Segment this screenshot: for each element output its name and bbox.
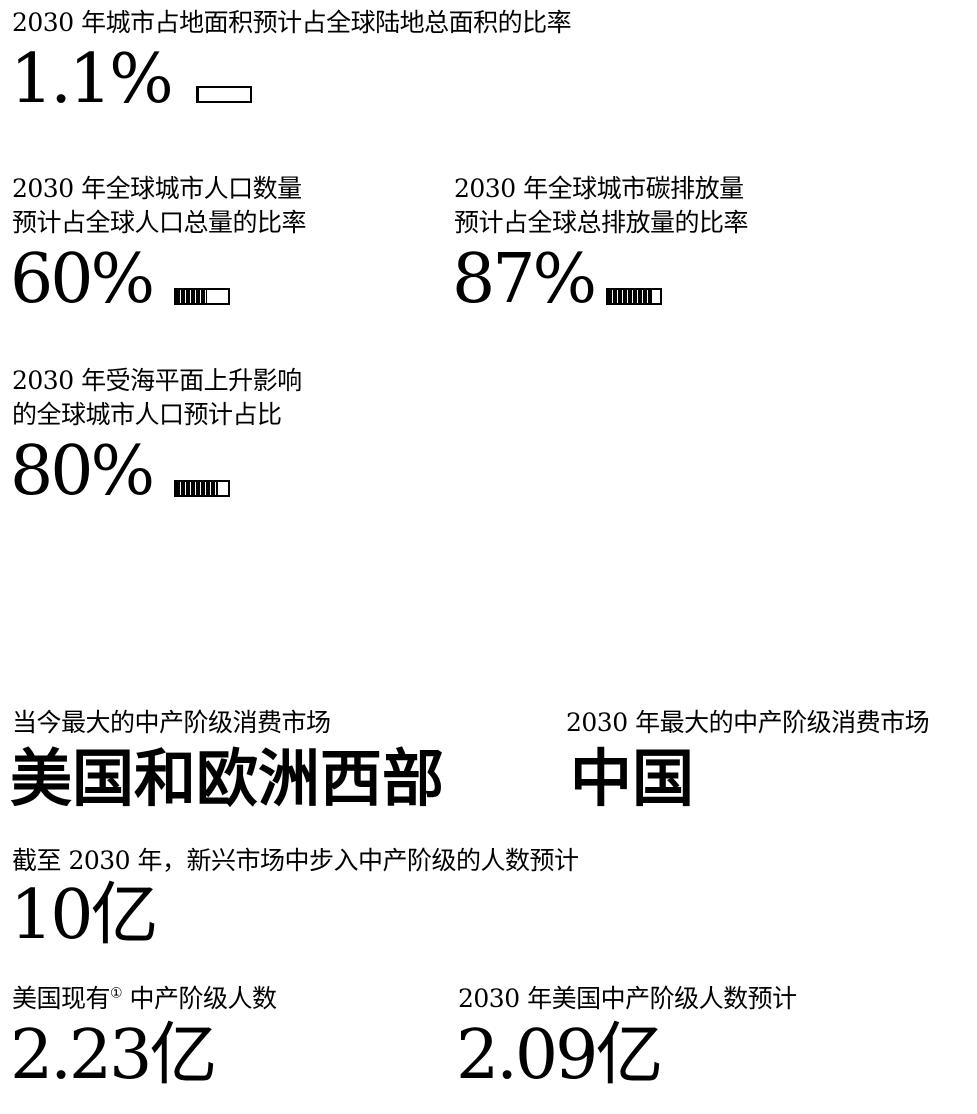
population-bar-fill: [176, 290, 208, 303]
emissions-label-line1: 2030 年全球城市碳排放量: [454, 174, 744, 203]
emissions-value: 87%: [452, 240, 597, 319]
emissions-bar-fill: [608, 290, 654, 303]
sea-level-value: 80%: [10, 432, 155, 511]
land-area-label: 2030 年城市占地面积预计占全球陆地总面积的比率: [12, 8, 572, 37]
population-label-line2: 预计占全球人口总量的比率: [12, 208, 307, 237]
largest-today-label: 当今最大的中产阶级消费市场: [12, 708, 331, 737]
us-current-label: 美国现有① 中产阶级人数: [12, 982, 277, 1015]
largest-today-value: 美国和欧洲西部: [10, 742, 445, 815]
sea-level-label-line1: 2030 年受海平面上升影响: [12, 366, 302, 395]
largest-2030-label: 2030 年最大的中产阶级消费市场: [566, 708, 930, 737]
emerging-label: 截至 2030 年，新兴市场中步入中产阶级的人数预计: [12, 846, 579, 875]
emissions-bar: [606, 288, 662, 305]
land-area-bar-fill: [198, 88, 199, 101]
emissions-label-line2: 预计占全球总排放量的比率: [454, 208, 749, 237]
population-value: 60%: [10, 240, 155, 319]
sea-level-bar: [174, 480, 230, 497]
us-current-label-main: 美国现有: [12, 984, 111, 1013]
sea-level-label-line2: 的全球城市人口预计占比: [12, 400, 282, 429]
largest-2030-value: 中国: [570, 742, 695, 815]
sea-level-bar-fill: [176, 482, 218, 495]
population-label-line1: 2030 年全球城市人口数量: [12, 174, 302, 203]
emerging-value: 10亿: [10, 876, 159, 955]
us-2030-label: 2030 年美国中产阶级人数预计: [458, 984, 797, 1013]
population-bar: [174, 288, 230, 305]
footnote-mark: ①: [110, 985, 123, 1002]
us-2030-value: 2.09亿: [456, 1016, 663, 1095]
land-area-bar: [196, 86, 252, 103]
us-current-value: 2.23亿: [10, 1016, 217, 1095]
us-current-label-suffix: 中产阶级人数: [122, 984, 278, 1013]
land-area-value: 1.1%: [10, 40, 174, 119]
